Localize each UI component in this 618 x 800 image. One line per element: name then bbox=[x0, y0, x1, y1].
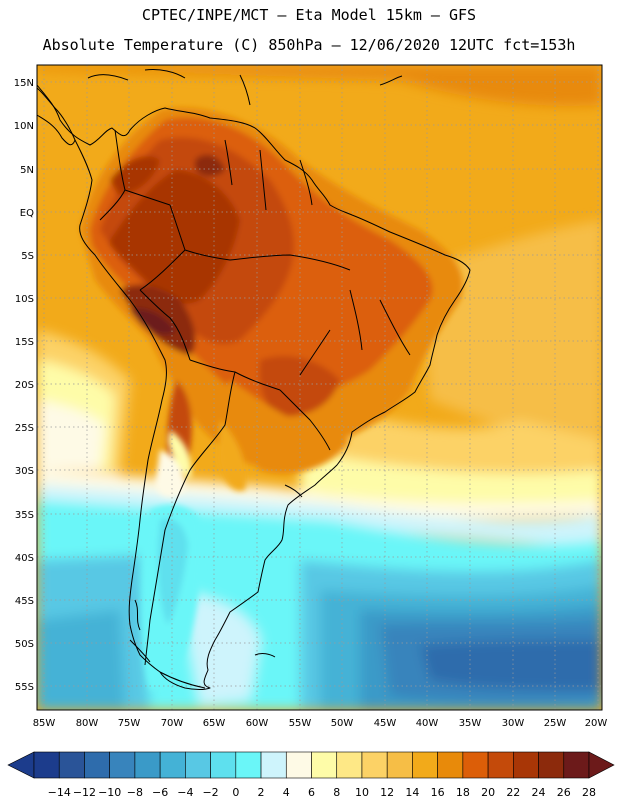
lat-label: 40S bbox=[15, 553, 34, 564]
colorbar-tick-label: 14 bbox=[405, 786, 419, 799]
lon-label: 50W bbox=[331, 718, 354, 729]
lon-label: 55W bbox=[289, 718, 312, 729]
colorbar-tick-label: −4 bbox=[177, 786, 193, 799]
lat-label: 15S bbox=[15, 337, 34, 348]
colorbar-swatch bbox=[159, 751, 186, 779]
lat-label: 5S bbox=[21, 251, 34, 262]
colorbar-swatch bbox=[386, 751, 413, 779]
colorbar-tick-label: 28 bbox=[582, 786, 596, 799]
colorbar-swatch bbox=[285, 751, 312, 779]
colorbar-right-arrow bbox=[588, 751, 615, 779]
lat-label: 5N bbox=[20, 165, 34, 176]
colorbar-swatch bbox=[538, 751, 565, 779]
colorbar-swatch bbox=[84, 751, 110, 779]
colorbar-tick-label: 10 bbox=[355, 786, 369, 799]
colorbar-tick-label: 2 bbox=[258, 786, 265, 799]
colorbar-tick-label: 12 bbox=[380, 786, 394, 799]
colorbar-tick-label: −6 bbox=[152, 786, 168, 799]
colorbar-tick-label: 16 bbox=[431, 786, 445, 799]
lon-label: 85W bbox=[33, 718, 56, 729]
lat-label: 10S bbox=[15, 294, 34, 305]
lon-label: 60W bbox=[246, 718, 269, 729]
lon-label: 75W bbox=[118, 718, 141, 729]
title-line-1: CPTEC/INPE/MCT – Eta Model 15km – GFS bbox=[141, 6, 477, 24]
lat-label: 50S bbox=[15, 639, 34, 650]
lat-label: 25S bbox=[15, 423, 34, 434]
colorbar-tick-label: 24 bbox=[532, 786, 546, 799]
colorbar-tick-label: −10 bbox=[98, 786, 121, 799]
lat-label: 20S bbox=[15, 380, 34, 391]
lat-label: 10N bbox=[14, 121, 34, 132]
patagonia-islands bbox=[129, 599, 276, 689]
central-america-coastline bbox=[37, 87, 76, 146]
colorbar-tick-label: 0 bbox=[232, 786, 239, 799]
colorbar-tick-label: 4 bbox=[283, 786, 290, 799]
lat-label: 35S bbox=[15, 510, 34, 521]
lon-label: 35W bbox=[459, 718, 482, 729]
coastlines-and-borders bbox=[37, 69, 471, 690]
colorbar-swatch bbox=[210, 751, 237, 779]
colorbar-swatch bbox=[311, 751, 338, 779]
lat-label: 55S bbox=[15, 682, 34, 693]
lon-label: 65W bbox=[203, 718, 226, 729]
lon-label: 45W bbox=[374, 718, 397, 729]
temperature-field bbox=[37, 65, 602, 710]
colorbar-swatch bbox=[260, 751, 287, 779]
colorbar-swatch bbox=[336, 751, 363, 779]
colorbar-tick-label: −14 bbox=[48, 786, 71, 799]
colorbar-tick-label: −2 bbox=[202, 786, 218, 799]
lat-label: 45S bbox=[15, 596, 34, 607]
latitude-labels: 15N 10N 5N EQ 5S 10S 15S 20S 25S 30S 35S… bbox=[14, 78, 34, 693]
colorbar-tick-label: 18 bbox=[456, 786, 470, 799]
colorbar-swatch bbox=[361, 751, 388, 779]
lagoa-dos-patos bbox=[284, 484, 303, 498]
colorbar-swatch bbox=[563, 751, 590, 779]
colorbar: −14 −12 −10 −8 −6 −4 −2 0 2 4 6 8 10 12 14 16 18 20 22 24 26… bbox=[7, 751, 615, 799]
lon-label: 40W bbox=[416, 718, 439, 729]
colorbar-tick-label: 20 bbox=[481, 786, 495, 799]
lon-label: 20W bbox=[585, 718, 608, 729]
colorbar-swatch bbox=[33, 751, 60, 779]
colorbar-left-arrow bbox=[7, 751, 35, 779]
lon-label: 25W bbox=[544, 718, 567, 729]
colorbar-swatch bbox=[185, 751, 211, 779]
colorbar-tick-label: 8 bbox=[333, 786, 340, 799]
colorbar-swatch bbox=[437, 751, 464, 779]
colorbar-tick-label: 6 bbox=[308, 786, 315, 799]
colorbar-tick-label: −12 bbox=[73, 786, 96, 799]
title-line-2: Absolute Temperature (C) 850hPa – 12/06/… bbox=[42, 36, 576, 54]
map-frame bbox=[36, 64, 603, 711]
colorbar-swatch bbox=[109, 751, 136, 779]
colorbar-swatch bbox=[412, 751, 438, 779]
colorbar-swatch bbox=[513, 751, 539, 779]
longitude-labels: 85W 80W 75W 70W 65W 60W 55W 50W 45W 40W … bbox=[33, 718, 608, 729]
lon-label: 30W bbox=[502, 718, 525, 729]
colorbar-tick-label: 26 bbox=[557, 786, 571, 799]
lat-label: 15N bbox=[14, 78, 34, 89]
colorbar-tick-label: 22 bbox=[506, 786, 520, 799]
lat-label: EQ bbox=[20, 208, 34, 219]
south-america-coastline bbox=[37, 84, 471, 690]
colorbar-swatch bbox=[487, 751, 514, 779]
colorbar-swatch bbox=[58, 751, 85, 779]
lon-label: 80W bbox=[76, 718, 99, 729]
lat-label: 30S bbox=[15, 466, 34, 477]
caribbean-islands bbox=[87, 69, 403, 106]
lon-label: 70W bbox=[161, 718, 184, 729]
colorbar-swatch bbox=[134, 751, 161, 779]
country-borders bbox=[99, 129, 411, 666]
colorbar-tick-label: −8 bbox=[127, 786, 143, 799]
colorbar-swatch bbox=[235, 751, 262, 779]
colorbar-swatch bbox=[462, 751, 489, 779]
